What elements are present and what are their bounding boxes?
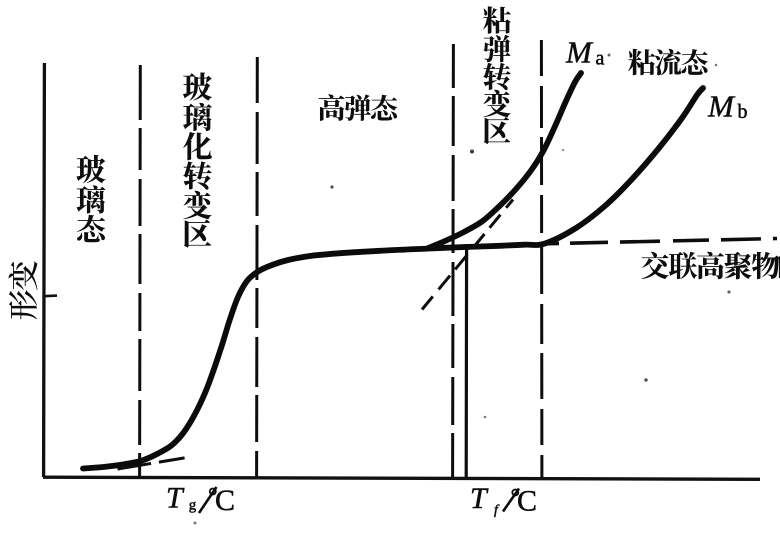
svg-text:a: a xyxy=(596,48,605,70)
svg-text:f: f xyxy=(494,503,500,518)
svg-text:M: M xyxy=(707,89,736,124)
svg-text:M: M xyxy=(565,35,594,70)
svg-text:T: T xyxy=(166,482,185,515)
svg-text:b: b xyxy=(738,101,748,123)
svg-text:g: g xyxy=(189,498,197,514)
svg-text:T: T xyxy=(470,482,489,515)
svg-text:C: C xyxy=(215,484,235,517)
svg-text:C: C xyxy=(517,485,537,518)
